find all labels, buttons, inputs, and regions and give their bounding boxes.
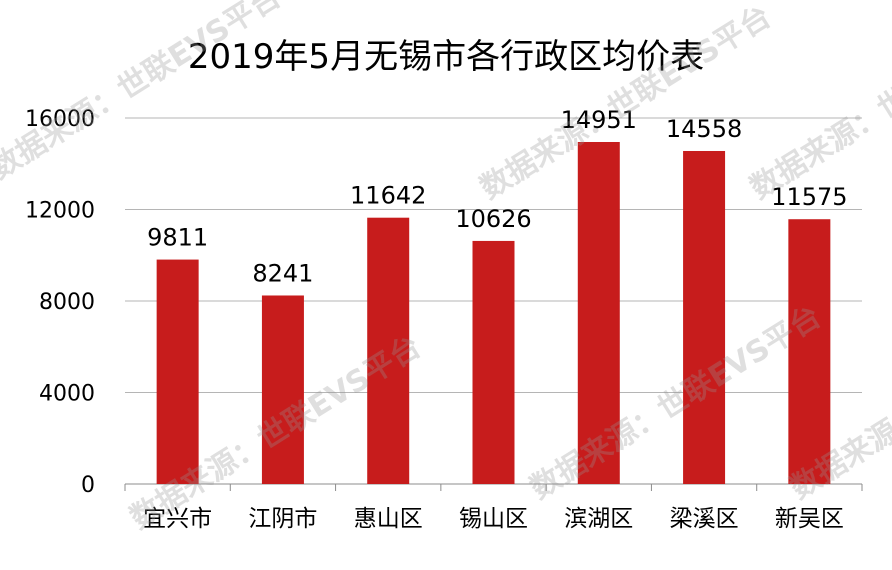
x-tick-label: 惠山区	[354, 506, 423, 532]
bars	[156, 141, 831, 485]
data-label: 11642	[350, 182, 426, 210]
data-label: 14951	[561, 106, 637, 134]
data-label: 9811	[147, 224, 208, 252]
y-tick-label: 4000	[39, 382, 95, 407]
axes: 0 4000 8000 12000 16000 宜兴市 江阴市 惠山区 锡山区 滨湖区 梁溪区 新吴区	[25, 107, 863, 532]
data-label: 8241	[252, 259, 313, 287]
x-tick-label: 滨湖区	[564, 506, 633, 532]
x-tick-label: 江阴市	[248, 506, 317, 532]
bar	[156, 259, 199, 484]
bar	[472, 240, 515, 484]
bar	[261, 295, 304, 484]
chart-title: 2019年5月无锡市各行政区均价表	[188, 37, 704, 77]
data-label: 11575	[771, 183, 847, 211]
y-tick-label: 8000	[39, 290, 95, 315]
bar	[367, 217, 410, 484]
data-label: 10626	[455, 205, 531, 233]
data-label: 14558	[666, 115, 742, 143]
x-tick-label: 锡山区	[459, 506, 528, 532]
bar	[683, 150, 726, 484]
data-labels: 9811 8241 11642 10626 14951 14558 11575	[147, 106, 847, 287]
x-tick-label: 梁溪区	[670, 506, 739, 532]
bar	[788, 219, 831, 485]
y-tick-label: 16000	[25, 107, 95, 132]
y-tick-label: 12000	[25, 199, 95, 224]
x-tick-label: 新吴区	[775, 506, 844, 532]
y-tick-label: 0	[81, 473, 95, 498]
bar	[577, 141, 620, 484]
x-tick-label: 宜兴市	[143, 506, 212, 532]
